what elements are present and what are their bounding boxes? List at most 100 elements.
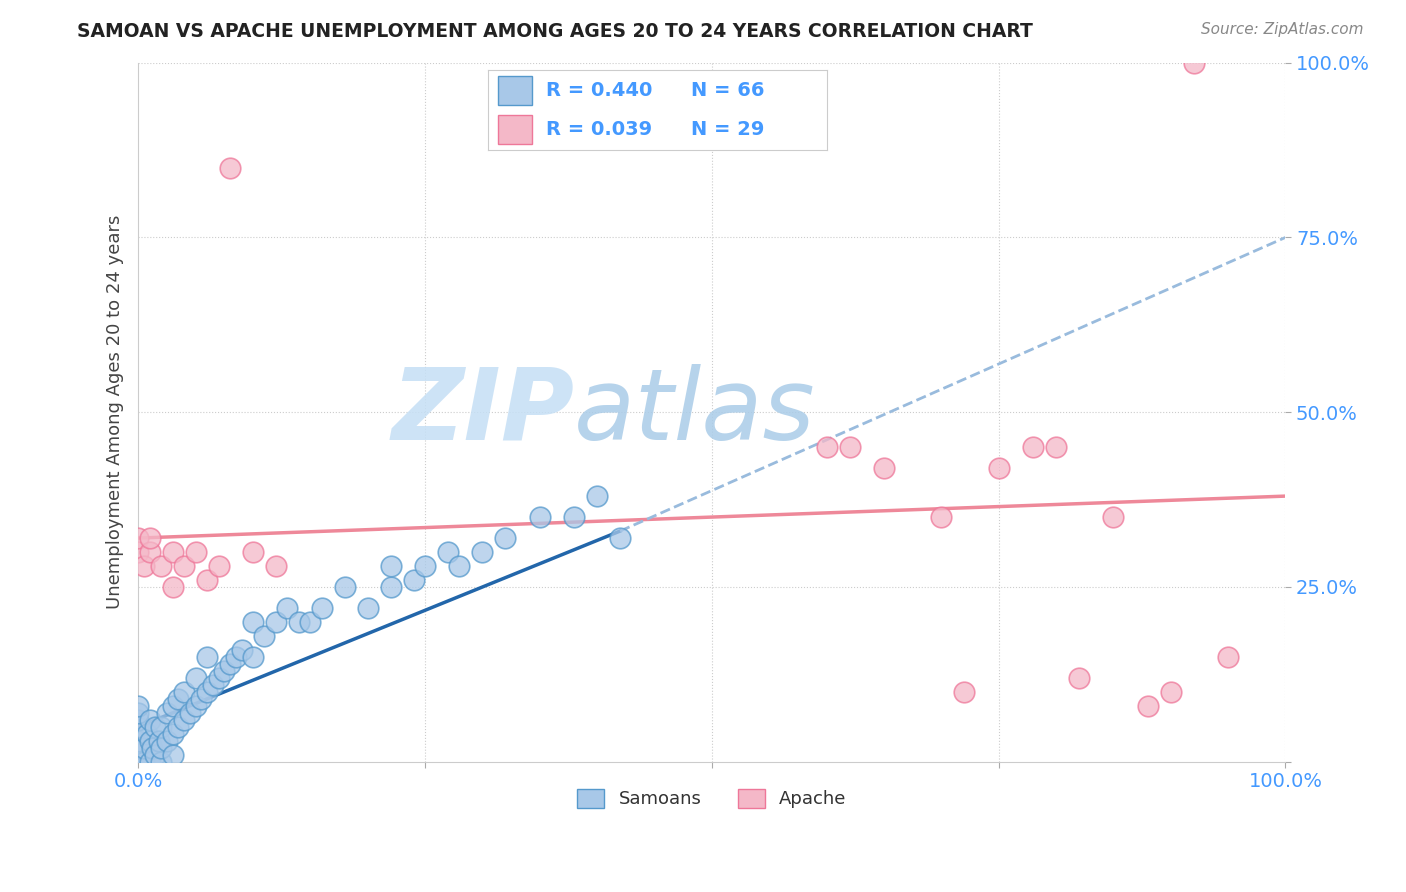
Point <box>127 720 149 734</box>
Point <box>139 545 162 559</box>
Point <box>173 685 195 699</box>
Point <box>127 740 149 755</box>
Y-axis label: Unemployment Among Ages 20 to 24 years: Unemployment Among Ages 20 to 24 years <box>107 215 124 609</box>
Point <box>201 678 224 692</box>
Point <box>195 649 218 664</box>
Point <box>242 615 264 629</box>
Point <box>127 755 149 769</box>
Point <box>139 733 162 747</box>
Point <box>1216 649 1239 664</box>
Point <box>184 545 207 559</box>
Point <box>127 706 149 720</box>
Point <box>127 755 149 769</box>
Point <box>437 545 460 559</box>
Point <box>931 510 953 524</box>
Point <box>127 713 149 727</box>
Point <box>253 629 276 643</box>
Point <box>141 740 163 755</box>
Point <box>156 706 179 720</box>
Point <box>1102 510 1125 524</box>
Point <box>562 510 585 524</box>
Point <box>132 755 155 769</box>
Point <box>150 720 173 734</box>
Point <box>873 461 896 475</box>
Point <box>150 740 173 755</box>
Point <box>219 657 242 671</box>
Point <box>150 755 173 769</box>
Point <box>139 531 162 545</box>
Point <box>184 698 207 713</box>
Text: ZIP: ZIP <box>391 364 574 460</box>
Point <box>148 733 170 747</box>
Point <box>167 720 190 734</box>
Point <box>1067 671 1090 685</box>
Point <box>264 615 287 629</box>
Point <box>1182 55 1205 70</box>
Point <box>231 643 253 657</box>
Point <box>357 601 380 615</box>
Point <box>132 740 155 755</box>
Point <box>987 461 1010 475</box>
Point <box>1022 440 1045 454</box>
Point <box>380 580 402 594</box>
Point <box>225 649 247 664</box>
Point <box>276 601 298 615</box>
Point <box>838 440 860 454</box>
Point <box>413 559 436 574</box>
Point <box>145 720 167 734</box>
Point <box>815 440 838 454</box>
Point <box>207 671 229 685</box>
Point <box>156 733 179 747</box>
Point <box>242 649 264 664</box>
Point <box>471 545 494 559</box>
Point <box>132 559 155 574</box>
Point <box>333 580 356 594</box>
Point <box>219 161 242 175</box>
Point <box>145 747 167 762</box>
Text: Source: ZipAtlas.com: Source: ZipAtlas.com <box>1201 22 1364 37</box>
Point <box>449 559 471 574</box>
Point <box>162 747 184 762</box>
Legend: Samoans, Apache: Samoans, Apache <box>569 782 853 815</box>
Point <box>139 755 162 769</box>
Point <box>127 698 149 713</box>
Point <box>162 727 184 741</box>
Point <box>402 573 425 587</box>
Point <box>162 545 184 559</box>
Point <box>184 671 207 685</box>
Text: SAMOAN VS APACHE UNEMPLOYMENT AMONG AGES 20 TO 24 YEARS CORRELATION CHART: SAMOAN VS APACHE UNEMPLOYMENT AMONG AGES… <box>77 22 1033 41</box>
Point <box>127 755 149 769</box>
Point <box>162 698 184 713</box>
Point <box>242 545 264 559</box>
Point <box>173 559 195 574</box>
Point <box>190 691 212 706</box>
Point <box>162 580 184 594</box>
Point <box>264 559 287 574</box>
Point <box>609 531 631 545</box>
Point <box>494 531 516 545</box>
Point <box>139 713 162 727</box>
Point <box>380 559 402 574</box>
Point <box>1160 685 1182 699</box>
Point <box>299 615 322 629</box>
Point <box>127 531 149 545</box>
Point <box>1136 698 1159 713</box>
Point <box>179 706 201 720</box>
Point <box>207 559 229 574</box>
Point <box>127 545 149 559</box>
Point <box>173 713 195 727</box>
Point <box>1045 440 1067 454</box>
Point <box>127 755 149 769</box>
Point <box>167 691 190 706</box>
Point <box>529 510 551 524</box>
Point <box>195 685 218 699</box>
Point <box>586 489 609 503</box>
Point <box>311 601 333 615</box>
Text: atlas: atlas <box>574 364 815 460</box>
Point <box>195 573 218 587</box>
Point <box>150 559 173 574</box>
Point <box>288 615 311 629</box>
Point <box>136 727 159 741</box>
Point <box>953 685 976 699</box>
Point <box>127 733 149 747</box>
